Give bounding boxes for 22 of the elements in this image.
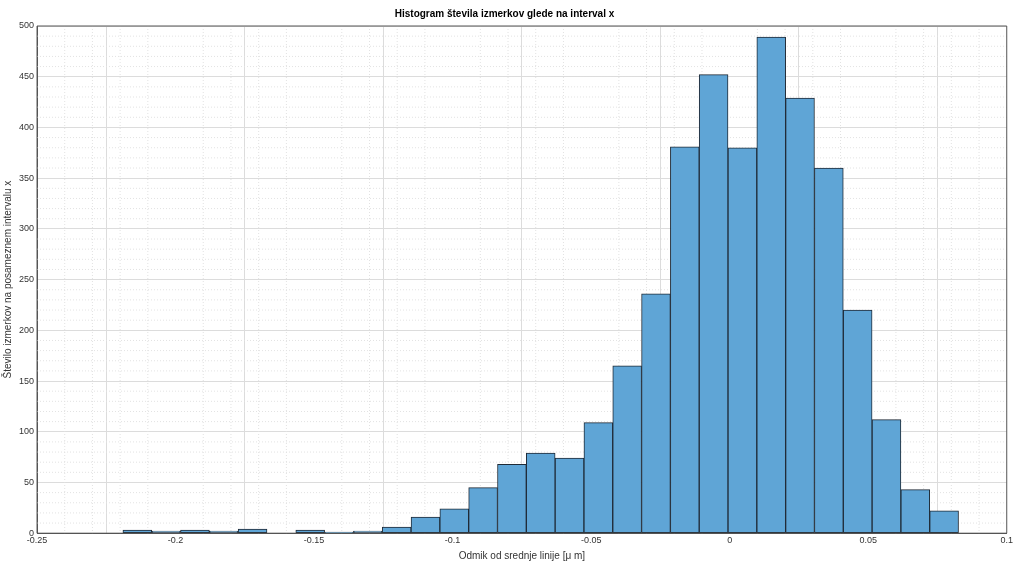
y-tick-label: 150 (18, 375, 35, 386)
y-tick-label: 0 (29, 527, 35, 538)
x-tick-label: -0.25 (26, 535, 48, 546)
x-tick-label: -0.05 (580, 535, 602, 546)
x-tick-label: -0.1 (444, 535, 461, 546)
x-tick-label: -0.2 (167, 535, 184, 546)
y-tick-label: 250 (18, 274, 35, 285)
y-tick-label: 200 (18, 324, 35, 335)
y-tick-label: 500 (18, 20, 35, 31)
x-tick-label: 0 (727, 535, 733, 546)
y-tick-label: 350 (18, 172, 35, 183)
y-axis-title: Število izmerkov na posameznem intervalu x (0, 180, 13, 379)
x-tick-label: -0.15 (303, 535, 325, 546)
x-axis-title: Odmik od srednje linije [μ m] (458, 549, 586, 561)
x-tick-label: 0.1 (1000, 535, 1013, 546)
y-tick-label: 50 (24, 476, 35, 487)
y-tick-label: 100 (18, 426, 35, 437)
chart-title: Histogram števila izmerkov glede na interval x (394, 7, 615, 19)
x-tick-label: 0.05 (859, 535, 877, 546)
y-tick-label: 300 (18, 223, 35, 234)
y-tick-label: 400 (18, 121, 35, 132)
y-tick-label: 450 (18, 71, 35, 82)
